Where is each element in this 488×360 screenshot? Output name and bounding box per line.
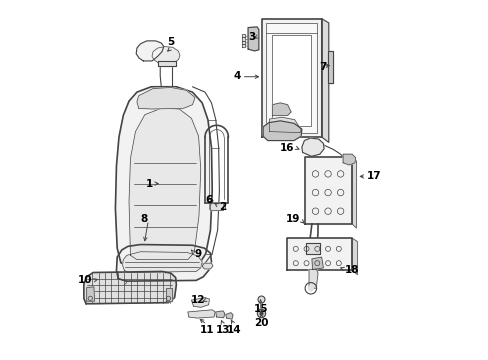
Polygon shape [272, 103, 290, 116]
Text: 5: 5 [167, 37, 174, 47]
Polygon shape [265, 23, 317, 133]
Polygon shape [136, 41, 163, 61]
Polygon shape [241, 41, 244, 44]
Polygon shape [241, 44, 244, 47]
Text: 20: 20 [254, 318, 268, 328]
Polygon shape [137, 87, 195, 109]
Polygon shape [241, 34, 244, 37]
Text: 19: 19 [285, 215, 300, 224]
Polygon shape [215, 311, 224, 318]
Polygon shape [311, 257, 323, 270]
Text: 2: 2 [219, 202, 226, 212]
Polygon shape [305, 243, 319, 253]
Polygon shape [83, 271, 176, 304]
Polygon shape [115, 87, 212, 267]
Text: 7: 7 [319, 62, 326, 72]
Polygon shape [225, 313, 233, 319]
Polygon shape [269, 117, 301, 133]
Polygon shape [261, 19, 321, 137]
Polygon shape [272, 35, 310, 126]
Text: 3: 3 [247, 32, 255, 41]
Text: 4: 4 [233, 71, 241, 81]
Polygon shape [328, 51, 332, 83]
Polygon shape [247, 27, 258, 51]
Polygon shape [210, 203, 223, 211]
Text: 8: 8 [140, 215, 147, 224]
Text: 15: 15 [253, 304, 267, 314]
Circle shape [307, 285, 313, 291]
Text: 6: 6 [204, 195, 212, 205]
Polygon shape [122, 252, 202, 273]
Polygon shape [351, 238, 357, 275]
Text: 17: 17 [366, 171, 380, 181]
Text: 13: 13 [215, 325, 230, 335]
Polygon shape [129, 108, 201, 260]
Text: 11: 11 [199, 325, 214, 335]
Polygon shape [187, 310, 215, 318]
Polygon shape [343, 154, 355, 165]
Text: 14: 14 [226, 325, 241, 335]
Polygon shape [308, 269, 317, 288]
Text: 1: 1 [145, 179, 153, 189]
Polygon shape [152, 46, 180, 63]
Polygon shape [191, 298, 209, 307]
Polygon shape [241, 37, 244, 41]
Text: 16: 16 [280, 143, 294, 153]
Text: 9: 9 [194, 248, 201, 258]
Polygon shape [158, 61, 175, 66]
Polygon shape [165, 288, 172, 301]
Polygon shape [86, 287, 94, 301]
Text: 18: 18 [344, 265, 359, 275]
Polygon shape [321, 19, 328, 142]
Polygon shape [263, 121, 301, 140]
Polygon shape [351, 157, 356, 228]
Polygon shape [304, 157, 351, 224]
Polygon shape [301, 138, 324, 156]
Polygon shape [202, 263, 212, 269]
Text: 12: 12 [190, 295, 204, 305]
Polygon shape [286, 238, 351, 270]
Polygon shape [116, 244, 211, 281]
Text: 10: 10 [78, 275, 92, 285]
